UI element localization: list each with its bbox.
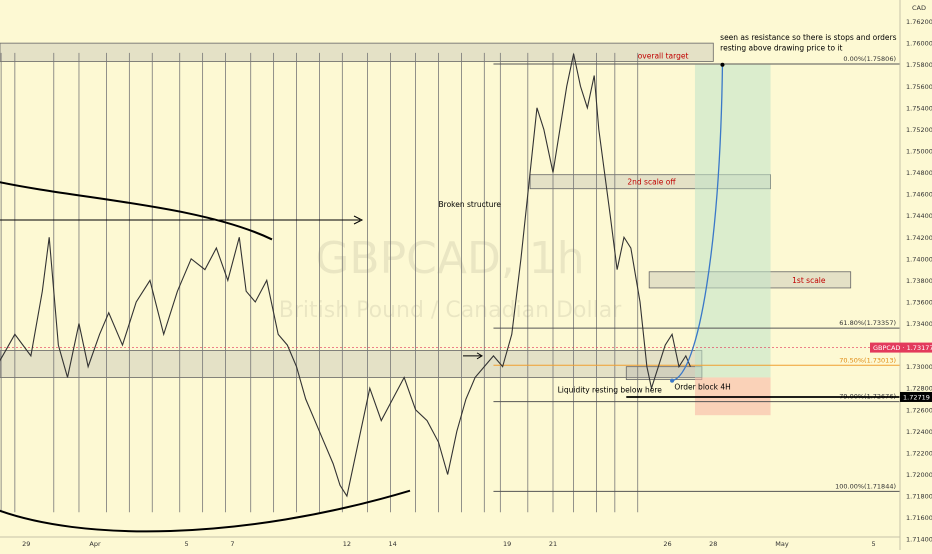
zone-label: Order block 4H [674, 383, 730, 392]
upper-arc-drawing [0, 181, 273, 241]
symbol-watermark: GBPCAD, 1h [315, 233, 584, 284]
price-series [0, 53, 691, 498]
zone-label: 2nd scale off [627, 178, 676, 187]
y-tick-label: 1.76200 [906, 18, 932, 26]
y-tick-label: 1.75800 [906, 61, 932, 69]
y-tick-label: 1.71600 [906, 514, 932, 522]
fib-label: 100.00%(1.71844) [835, 482, 896, 490]
y-tick-label: 1.76000 [906, 40, 932, 48]
currency-label: CAD [912, 4, 926, 12]
x-tick-label: 14 [389, 540, 397, 548]
current-price-label: GBPCAD · 1.73177 [873, 344, 932, 352]
y-tick-label: 1.72200 [906, 449, 932, 457]
annotation-text: resting above drawing price to it [720, 44, 842, 53]
x-tick-label: 12 [343, 540, 351, 548]
x-tick-label: 5 [185, 540, 189, 548]
fib-label: 70.50%(1.73013) [839, 356, 896, 364]
zone-rect [0, 42, 714, 62]
x-tick-label: 28 [709, 540, 717, 548]
x-tick-label: 26 [663, 540, 671, 548]
y-tick-label: 1.73000 [906, 363, 932, 371]
position-profit-zone [694, 64, 771, 378]
zone-label: overall target [638, 51, 689, 60]
current-price-tag [870, 342, 932, 353]
y-tick-label: 1.72000 [906, 471, 932, 479]
y-tick-label: 1.74200 [906, 234, 932, 242]
y-tick-label: 1.73800 [906, 277, 932, 285]
name-watermark: British Pound / Canadian Dollar [279, 298, 622, 323]
y-tick-label: 1.72800 [906, 385, 932, 393]
y-tick-label: 1.75200 [906, 126, 932, 134]
x-tick-label: 7 [230, 540, 234, 548]
y-tick-label: 1.75000 [906, 147, 932, 155]
y-tick-label: 1.75600 [906, 83, 932, 91]
y-tick-label: 1.74800 [906, 169, 932, 177]
projection-curve [671, 64, 724, 382]
y-tick-label: 1.71400 [906, 536, 932, 544]
y-tick-label: 1.74400 [906, 212, 932, 220]
lower-arc-drawing [0, 489, 411, 533]
y-tick-label: 1.72400 [906, 428, 932, 436]
y-tick-label: 1.73400 [906, 320, 932, 328]
annotation-text: Liquidity resting below here [558, 386, 663, 395]
x-tick-label: 19 [503, 540, 511, 548]
x-tick-label: 21 [549, 540, 557, 548]
alert-price-tag [900, 391, 932, 402]
annotation-text: seen as resistance so there is stops and… [720, 33, 896, 42]
y-tick-label: 1.74600 [906, 191, 932, 199]
y-tick-label: 1.72600 [906, 406, 932, 414]
alert-price-label: 1.72719 [903, 393, 930, 401]
y-tick-label: 1.71800 [906, 493, 932, 501]
order-block-arrowhead [476, 352, 483, 360]
fib-label: 61.80%(1.73357) [839, 319, 896, 327]
x-tick-label: May [775, 540, 789, 548]
x-tick-label: 29 [22, 540, 30, 548]
y-tick-label: 1.74000 [906, 255, 932, 263]
fib-label: 0.00%(1.75806) [843, 55, 896, 63]
broken-structure-arrowhead [353, 215, 364, 225]
projection-start-dot [670, 378, 675, 383]
x-tick-label: 5 [872, 540, 876, 548]
zone-label: 1st scale [792, 276, 826, 285]
y-tick-label: 1.75400 [906, 104, 932, 112]
annotation-text: Broken structure [439, 200, 502, 209]
y-tick-label: 1.73600 [906, 298, 932, 306]
projection-target-dot [720, 62, 725, 67]
x-tick-label: Apr [89, 540, 101, 548]
zone-rect [0, 350, 703, 378]
